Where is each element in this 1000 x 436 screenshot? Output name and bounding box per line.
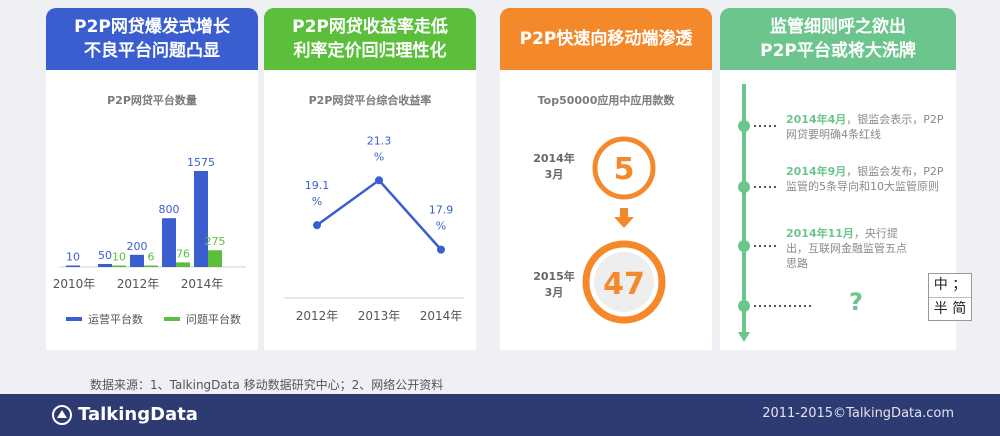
data-point bbox=[313, 221, 321, 230]
data-label-unit: % bbox=[312, 195, 322, 208]
bar-problem bbox=[112, 265, 126, 267]
panel-header: P2P网贷收益率走低 利率定价回归理性化 bbox=[264, 8, 476, 70]
data-label-problem: 10 bbox=[112, 251, 126, 264]
data-label-operating: 200 bbox=[127, 240, 148, 253]
series-line bbox=[316, 178, 442, 251]
bar-operating bbox=[162, 218, 176, 267]
value-2: 47 bbox=[603, 267, 645, 302]
timeline-node-3 bbox=[738, 240, 778, 252]
panel-title-line2: 不良平台问题凸显 bbox=[84, 41, 220, 61]
timeline-item: 2014年4月，银监会表示，P2P网贷要明确4条红线 bbox=[786, 112, 946, 142]
x-tick-label: 2013年 bbox=[358, 309, 401, 323]
legend-label-operating: 运营平台数 bbox=[88, 312, 143, 326]
data-label-unit: % bbox=[374, 150, 384, 163]
x-tick-label: 2014年 bbox=[420, 309, 463, 323]
x-tick-label: 2012年 bbox=[117, 277, 160, 291]
timeline-arrow-icon bbox=[738, 332, 750, 342]
value-1: 5 bbox=[614, 152, 635, 187]
period-label-2a: 2015年 bbox=[533, 269, 575, 283]
source-note: 数据来源：1、TalkingData 移动数据研究中心；2、网络公开资料 bbox=[90, 378, 444, 392]
bar-problem bbox=[176, 262, 190, 267]
bar-operating bbox=[66, 265, 80, 267]
brand: TalkingData bbox=[52, 404, 198, 425]
value-ring-2-inner bbox=[594, 252, 654, 312]
timeline-date: 2014年9月 bbox=[786, 165, 847, 178]
footer-bar: TalkingData 2011-2015©TalkingData.com bbox=[0, 394, 1000, 436]
timeline-date: 2014年11月 bbox=[786, 227, 854, 240]
timeline-node-1 bbox=[738, 120, 778, 132]
panel-body: P2P网贷平台综合收益率 19.1% 2012年 21.3% 2013年 17.9% 20… bbox=[264, 70, 476, 350]
chart-title: Top50000应用中应用款数 bbox=[537, 94, 675, 107]
timeline-text: ，银监会发布，P2P监管的5条导向和10大监管原则 bbox=[786, 165, 944, 193]
bar-operating bbox=[130, 254, 144, 267]
timeline-text: ，央行提出，互联网金融监管五点思路 bbox=[786, 227, 907, 270]
panel-title-line1: 监管细则呼之欲出 bbox=[770, 17, 906, 37]
panel-title-line1: P2P网贷收益率走低 bbox=[292, 17, 448, 37]
panel-regulation: 监管细则呼之欲出 P2P平台或将大洗牌 ? 2014年4月，银监会表示，P2P网… bbox=[720, 8, 956, 350]
unknown-question-mark: ? bbox=[849, 288, 863, 316]
x-tick-label: 2014年 bbox=[181, 277, 224, 291]
panel-mobile: P2P快速向移动端渗透 Top50000应用中应用款数 2014年 3月 5 2… bbox=[500, 8, 712, 350]
panel-title-line2: P2P平台或将大洗牌 bbox=[760, 41, 916, 61]
talkingdata-logo-icon bbox=[52, 404, 72, 425]
panel-header: 监管细则呼之欲出 P2P平台或将大洗牌 bbox=[720, 8, 956, 70]
data-point bbox=[437, 245, 445, 254]
timeline-text: ，银监会表示，P2P网贷要明确4条红线 bbox=[786, 113, 944, 141]
panel-platform-count: P2P网贷爆发式增长 不良平台问题凸显 P2P网贷平台数量 10 50 200 800… bbox=[46, 8, 258, 350]
panel-header: P2P网贷爆发式增长 不良平台问题凸显 bbox=[46, 8, 258, 70]
legend-label-problem: 问题平台数 bbox=[186, 312, 241, 326]
timeline-graphic: ? bbox=[738, 84, 863, 342]
panel-title-line1: P2P网贷爆发式增长 bbox=[74, 17, 230, 37]
timeline-item: 2014年11月，央行提出，互联网金融监管五点思路 bbox=[786, 226, 910, 271]
brand-name: TalkingData bbox=[78, 404, 198, 425]
panel-body: ? 2014年4月，银监会表示，P2P网贷要明确4条红线 2014年9月，银监会… bbox=[720, 70, 956, 350]
ime-mode-row[interactable]: 中 ； bbox=[933, 277, 967, 293]
bar-problem bbox=[144, 265, 158, 267]
panel-title-line2: 利率定价回归理性化 bbox=[293, 41, 447, 61]
data-label-operating: 800 bbox=[159, 203, 180, 216]
data-label-problem: 275 bbox=[205, 235, 226, 248]
timeline-node-4 bbox=[738, 300, 812, 312]
data-label-value: 19.1 bbox=[305, 179, 330, 192]
period-label-1b: 3月 bbox=[545, 168, 564, 181]
panel-title-line1: P2P快速向移动端渗透 bbox=[519, 29, 693, 49]
bar-operating bbox=[194, 171, 208, 267]
bar-operating bbox=[98, 263, 112, 267]
timeline-date: 2014年4月 bbox=[786, 113, 847, 126]
chart-title: P2P网贷平台数量 bbox=[107, 94, 197, 107]
period-label-1a: 2014年 bbox=[533, 151, 575, 165]
data-label-problem: 76 bbox=[176, 247, 190, 260]
arrow-down-icon bbox=[614, 208, 634, 228]
panel-body: Top50000应用中应用款数 2014年 3月 5 2015年 3月 47 bbox=[500, 70, 712, 350]
panel-yield: P2P网贷收益率走低 利率定价回归理性化 P2P网贷平台综合收益率 19.1% 2… bbox=[264, 8, 476, 350]
app-count-graphic: 2014年 3月 5 2015年 3月 47 bbox=[533, 136, 666, 324]
x-tick-label: 2012年 bbox=[296, 309, 339, 323]
panel-header: P2P快速向移动端渗透 bbox=[500, 8, 712, 70]
data-label-problem: 6 bbox=[148, 251, 155, 264]
legend-swatch-operating bbox=[66, 317, 82, 321]
legend-swatch-problem bbox=[164, 317, 180, 321]
panel-body: P2P网贷平台数量 10 50 200 800 1575 10 6 76 275 2010年 201… bbox=[46, 70, 258, 350]
data-label-unit: % bbox=[436, 220, 446, 233]
line-chart: 19.1% 2012年 21.3% 2013年 17.9% 2014年 bbox=[284, 134, 464, 323]
x-tick-label: 2010年 bbox=[53, 277, 96, 291]
ime-toolbar[interactable]: 中 ； 半 简 bbox=[928, 273, 972, 321]
copyright: 2011-2015©TalkingData.com bbox=[762, 406, 954, 421]
data-point bbox=[375, 176, 383, 185]
timeline-node-2 bbox=[738, 181, 778, 193]
data-label-value: 17.9 bbox=[429, 204, 454, 217]
timeline-item: 2014年9月，银监会发布，P2P监管的5条导向和10大监管原则 bbox=[786, 164, 946, 194]
data-label-operating: 10 bbox=[66, 251, 80, 264]
value-ring-1 bbox=[592, 136, 656, 200]
chart-title: P2P网贷平台综合收益率 bbox=[308, 94, 432, 107]
data-label-value: 21.3 bbox=[367, 134, 392, 147]
data-label-operating: 50 bbox=[98, 249, 112, 262]
ime-width-row[interactable]: 半 简 bbox=[929, 297, 971, 320]
period-label-2b: 3月 bbox=[545, 286, 564, 299]
data-label-operating: 1575 bbox=[187, 156, 215, 169]
bar-problem bbox=[208, 250, 222, 267]
